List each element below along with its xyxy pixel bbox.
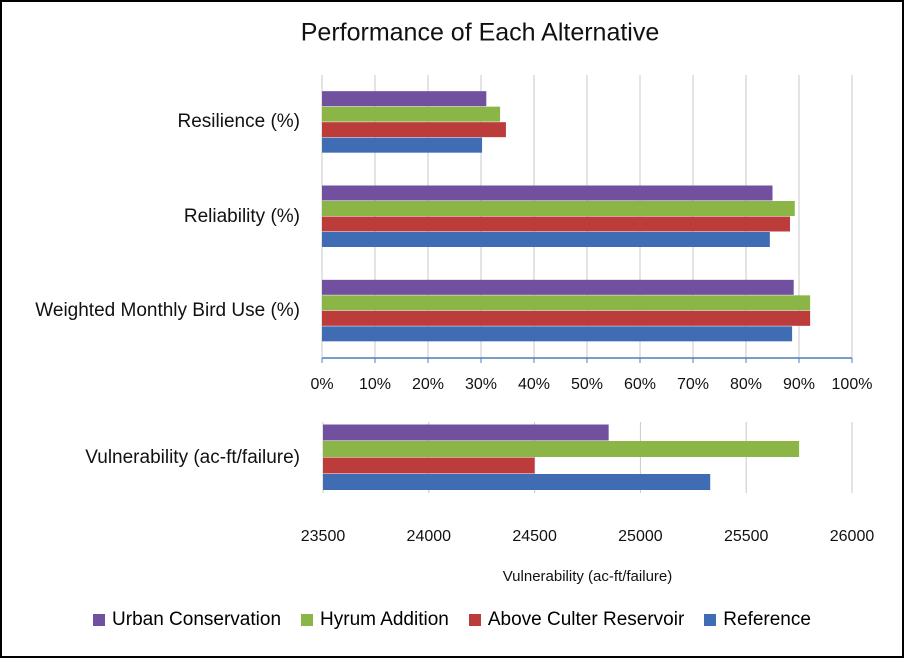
x-tick-label: 0%	[310, 376, 333, 393]
legend-swatch	[301, 614, 314, 626]
bar	[322, 232, 770, 247]
x-tick-label: 50%	[571, 376, 603, 393]
category-text: Weighted Monthly Bird Use (%)	[35, 299, 300, 321]
legend-label: Hyrum Addition	[320, 609, 449, 630]
legend-label: Reference	[723, 609, 811, 630]
bar	[322, 310, 811, 326]
category-text: Vulnerability (ac-ft/failure)	[85, 446, 300, 468]
legend-label: Urban Conservation	[112, 609, 282, 630]
x-tick-label: 24000	[407, 528, 452, 545]
bar	[322, 122, 506, 138]
bar	[322, 279, 794, 295]
legend: Urban Conservation Hyrum Addition Above Cu…	[0, 609, 904, 631]
bar	[322, 185, 773, 201]
legend-item: Urban Conservation	[93, 609, 281, 631]
x-tick-label: 23500	[301, 528, 346, 545]
category-label: Weighted Monthly Bird Use (%)	[10, 271, 300, 351]
category-label: Vulnerability (ac-ft/failure)	[10, 418, 300, 498]
legend-item: Above Culter Reservoir	[468, 609, 685, 631]
x-tick-label: 20%	[412, 376, 444, 393]
x-tick-label: 26000	[830, 528, 875, 545]
legend-item: Reference	[704, 609, 811, 631]
x-tick-label: 60%	[624, 376, 656, 393]
category-text: Resilience (%)	[177, 111, 300, 133]
bar	[322, 137, 483, 153]
bar	[323, 441, 800, 457]
x-axis-title: Vulnerability (ac-ft/failure)	[503, 568, 673, 585]
category-label: Reliability (%)	[10, 177, 300, 257]
legend-item: Hyrum Addition	[301, 609, 449, 631]
bar	[322, 216, 790, 232]
bar	[322, 295, 811, 311]
bar	[323, 424, 609, 441]
legend-swatch	[468, 614, 481, 626]
bar	[322, 106, 501, 122]
legend-swatch	[93, 614, 106, 626]
bar	[322, 91, 487, 107]
x-tick-label: 70%	[677, 376, 709, 393]
x-tick-label: 40%	[518, 376, 550, 393]
x-tick-label: 10%	[359, 376, 391, 393]
legend-swatch	[704, 614, 717, 626]
bar	[322, 326, 793, 342]
bar	[323, 474, 711, 490]
x-tick-label: 90%	[783, 376, 815, 393]
x-tick-label: 25000	[618, 528, 663, 545]
x-tick-label: 80%	[730, 376, 762, 393]
chart-title: Performance of Each Alternative	[301, 19, 660, 47]
x-tick-label: 100%	[832, 376, 873, 393]
bar	[322, 201, 795, 216]
category-label: Resilience (%)	[10, 82, 300, 162]
legend-label: Above Culter Reservoir	[487, 609, 685, 630]
x-tick-label: 30%	[465, 376, 497, 393]
x-tick-label: 25500	[724, 528, 769, 545]
bar	[323, 457, 535, 474]
x-tick-label: 24500	[512, 528, 557, 545]
category-text: Reliability (%)	[183, 205, 300, 227]
